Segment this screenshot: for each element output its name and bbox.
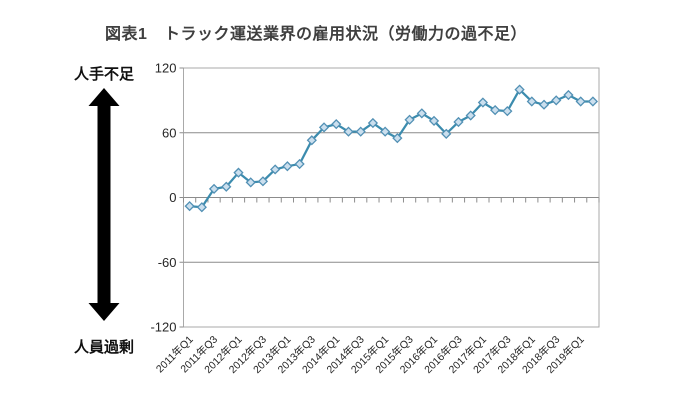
y-axis-tick-label: -120 [150,320,176,335]
data-point-marker [208,183,220,194]
data-point-marker [331,118,342,130]
labor-surplus-label: 人員過剰 [73,339,134,356]
data-point-marker [514,84,525,95]
data-point-marker [428,115,440,126]
data-point-marker [526,96,537,107]
data-point-marker [490,104,501,116]
data-point-marker [282,161,293,172]
labor-shortage-label: 人手不足 [73,66,134,83]
y-axis-tick-label: 120 [155,61,177,76]
data-point-marker [270,164,281,175]
y-axis-tick-label: -60 [158,255,177,270]
y-axis-tick-label: 0 [169,190,176,205]
data-point-marker [221,181,232,192]
data-point-marker [477,97,489,108]
data-point-marker [367,117,379,129]
data-point-marker [306,135,317,146]
data-point-marker [380,126,391,137]
data-point-marker [318,122,330,133]
data-point-marker [404,114,415,125]
data-point-marker [257,176,269,187]
data-point-marker [465,110,476,121]
data-point-marker [441,128,452,139]
data-point-marker [233,167,244,178]
data-point-marker [343,126,354,137]
data-point-marker [392,133,403,144]
data-point-marker [196,202,207,213]
data-point-marker [184,201,195,212]
data-point-marker [416,108,427,119]
data-point-marker [563,89,574,101]
data-point-marker [575,96,586,107]
series-line [189,88,593,209]
data-point-marker [355,126,366,137]
double-arrow-icon [88,88,120,321]
data-point-marker [587,96,599,107]
data-point-marker [294,158,305,170]
data-point-marker [245,177,256,188]
data-point-marker [502,106,513,117]
data-point-marker [551,95,562,106]
y-axis-tick-label: 60 [162,125,176,140]
data-point-marker [538,99,550,110]
chart-title: 図表1 トラック運送業界の雇用状況（労働力の過不足） [105,26,527,43]
data-point-marker [453,116,464,128]
